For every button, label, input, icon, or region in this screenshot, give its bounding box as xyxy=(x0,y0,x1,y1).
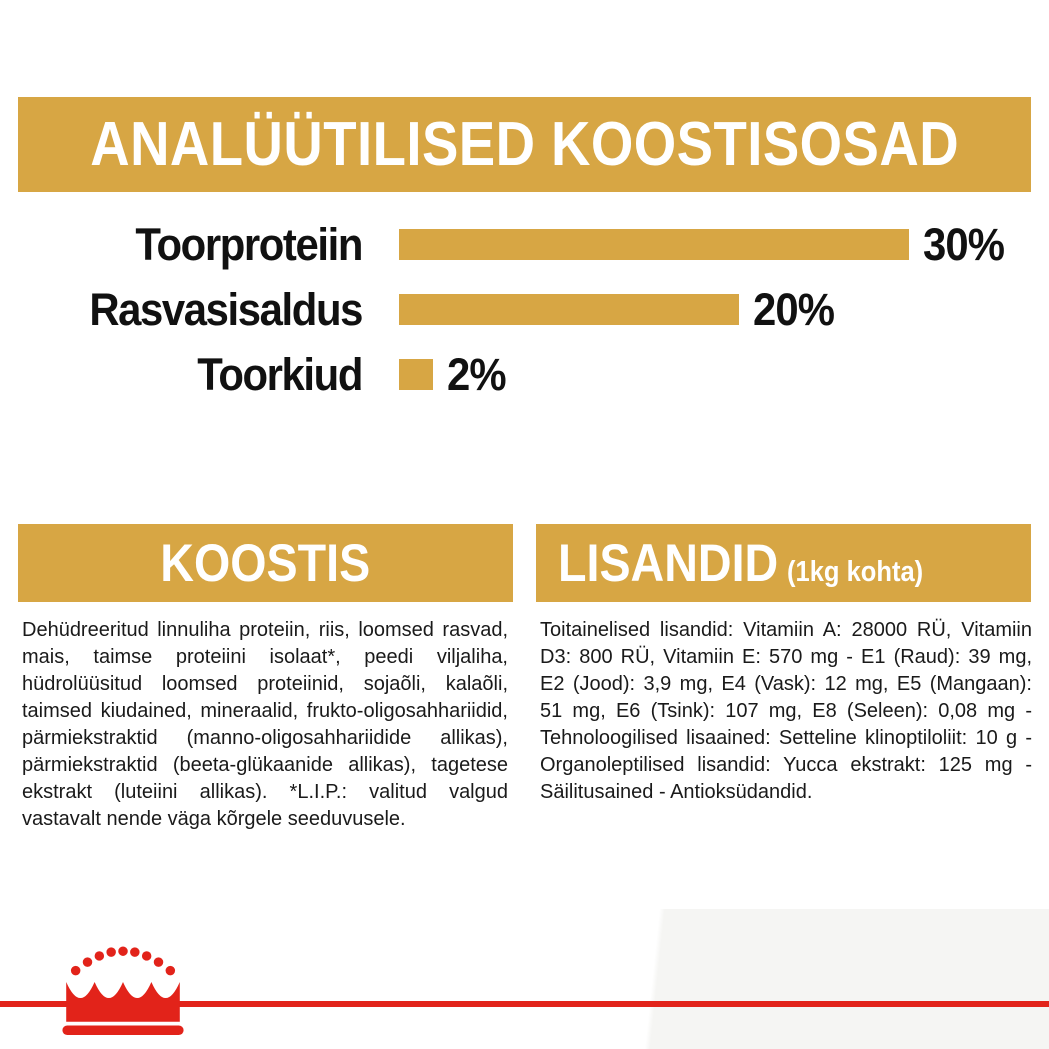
chart-bar xyxy=(399,359,433,390)
chart-row: Toorproteiin 30% xyxy=(0,212,1049,277)
composition-banner: KOOSTIS xyxy=(18,524,513,602)
additives-subtitle: (1kg kohta) xyxy=(787,555,924,588)
chart-value-label: 2% xyxy=(447,348,507,400)
royal-canin-crown-logo xyxy=(62,946,184,1035)
composition-title: KOOSTIS xyxy=(160,533,371,593)
chart-category-label: Toorproteiin xyxy=(135,218,363,270)
chart-value-label: 30% xyxy=(923,218,1005,270)
chart-value-label: 20% xyxy=(753,283,835,335)
footer-divider-line xyxy=(0,1001,1049,1007)
chart-category-label: Toorkiud xyxy=(197,348,363,400)
additives-text: Toitainelised lisandid: Vitamiin A: 2800… xyxy=(540,619,1032,803)
additives-title: LISANDID xyxy=(558,533,779,593)
chart-bar xyxy=(399,294,739,325)
analytical-section-banner: ANALÜÜTILISED KOOSTISOSAD xyxy=(18,97,1031,192)
analytical-chart: Toorproteiin 30% Rasvasisaldus 20% Toorkiud 2… xyxy=(0,212,1049,407)
composition-text: Dehüdreeritud linnuliha proteiin, riis, … xyxy=(22,619,508,830)
chart-bar xyxy=(399,229,909,260)
chart-row: Rasvasisaldus 20% xyxy=(0,277,1049,342)
additives-title-row: LISANDID (1kg kohta) xyxy=(558,533,923,594)
analytical-title: ANALÜÜTILISED KOOSTISOSAD xyxy=(90,110,959,179)
additives-banner: LISANDID (1kg kohta) xyxy=(536,524,1031,602)
chart-row: Toorkiud 2% xyxy=(0,342,1049,407)
chart-category-label: Rasvasisaldus xyxy=(89,283,363,335)
